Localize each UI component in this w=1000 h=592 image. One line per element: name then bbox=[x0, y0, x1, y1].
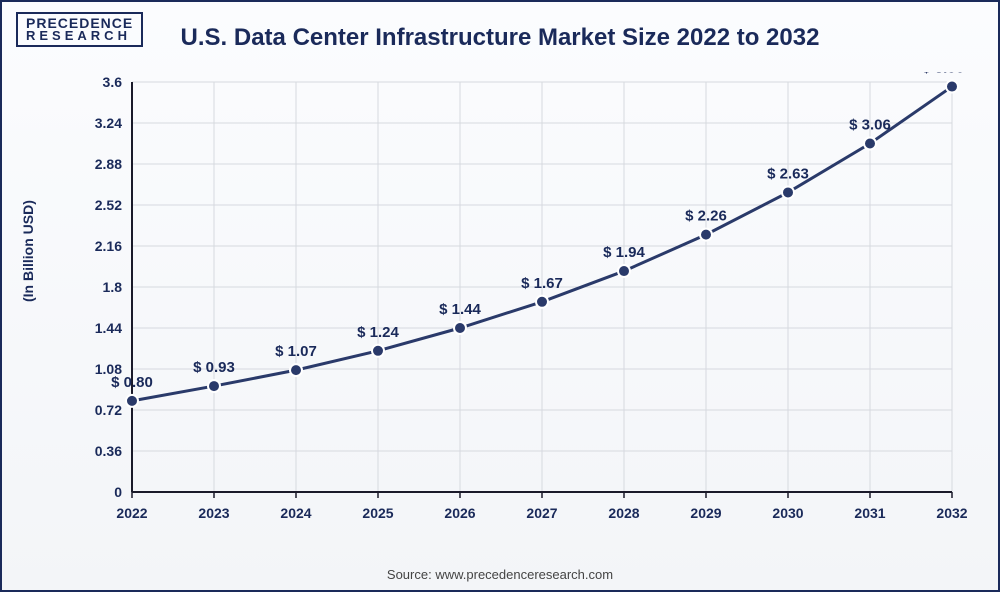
data-marker bbox=[290, 364, 302, 376]
line-chart-svg: 00.360.721.081.441.82.162.522.883.243.62… bbox=[62, 72, 967, 532]
data-marker bbox=[208, 380, 220, 392]
source-caption: Source: www.precedenceresearch.com bbox=[2, 567, 998, 582]
value-label: $ 1.67 bbox=[521, 275, 563, 292]
x-tick-label: 2025 bbox=[362, 505, 393, 521]
value-label: $ 3.56 bbox=[922, 72, 964, 77]
value-label: $ 0.80 bbox=[111, 374, 153, 391]
y-tick-label: 2.16 bbox=[95, 238, 122, 254]
data-marker bbox=[372, 345, 384, 357]
y-tick-label: 3.24 bbox=[95, 115, 122, 131]
value-label: $ 2.26 bbox=[685, 208, 727, 225]
data-marker bbox=[536, 296, 548, 308]
data-marker bbox=[454, 322, 466, 334]
x-tick-label: 2023 bbox=[198, 505, 229, 521]
chart-title: U.S. Data Center Infrastructure Market S… bbox=[2, 24, 998, 52]
x-tick-label: 2022 bbox=[116, 505, 147, 521]
data-marker bbox=[700, 229, 712, 241]
y-tick-label: 2.88 bbox=[95, 156, 122, 172]
value-label: $ 0.93 bbox=[193, 359, 235, 376]
value-label: $ 1.94 bbox=[603, 244, 645, 261]
data-marker bbox=[618, 265, 630, 277]
x-tick-label: 2024 bbox=[280, 505, 311, 521]
chart-area: 00.360.721.081.441.82.162.522.883.243.62… bbox=[62, 72, 967, 532]
x-tick-label: 2031 bbox=[854, 505, 885, 521]
y-tick-label: 0.36 bbox=[95, 443, 122, 459]
data-marker bbox=[864, 138, 876, 150]
y-tick-label: 2.52 bbox=[95, 197, 122, 213]
value-label: $ 1.44 bbox=[439, 301, 481, 318]
chart-frame: PRECEDENCE RESEARCH U.S. Data Center Inf… bbox=[0, 0, 1000, 592]
x-tick-label: 2026 bbox=[444, 505, 475, 521]
x-tick-label: 2028 bbox=[608, 505, 639, 521]
y-tick-label: 0 bbox=[114, 484, 122, 500]
value-label: $ 1.24 bbox=[357, 324, 399, 341]
x-tick-label: 2032 bbox=[936, 505, 967, 521]
y-tick-label: 1.44 bbox=[95, 320, 122, 336]
value-label: $ 2.63 bbox=[767, 165, 809, 182]
y-tick-label: 1.8 bbox=[103, 279, 123, 295]
y-tick-label: 0.72 bbox=[95, 402, 122, 418]
x-tick-label: 2027 bbox=[526, 505, 557, 521]
data-marker bbox=[946, 81, 958, 93]
value-label: $ 1.07 bbox=[275, 343, 317, 360]
y-tick-label: 3.6 bbox=[103, 74, 123, 90]
data-marker bbox=[782, 186, 794, 198]
x-tick-label: 2030 bbox=[772, 505, 803, 521]
y-axis-label: (In Billion USD) bbox=[20, 200, 36, 302]
data-marker bbox=[126, 395, 138, 407]
x-tick-label: 2029 bbox=[690, 505, 721, 521]
value-label: $ 3.06 bbox=[849, 117, 891, 134]
